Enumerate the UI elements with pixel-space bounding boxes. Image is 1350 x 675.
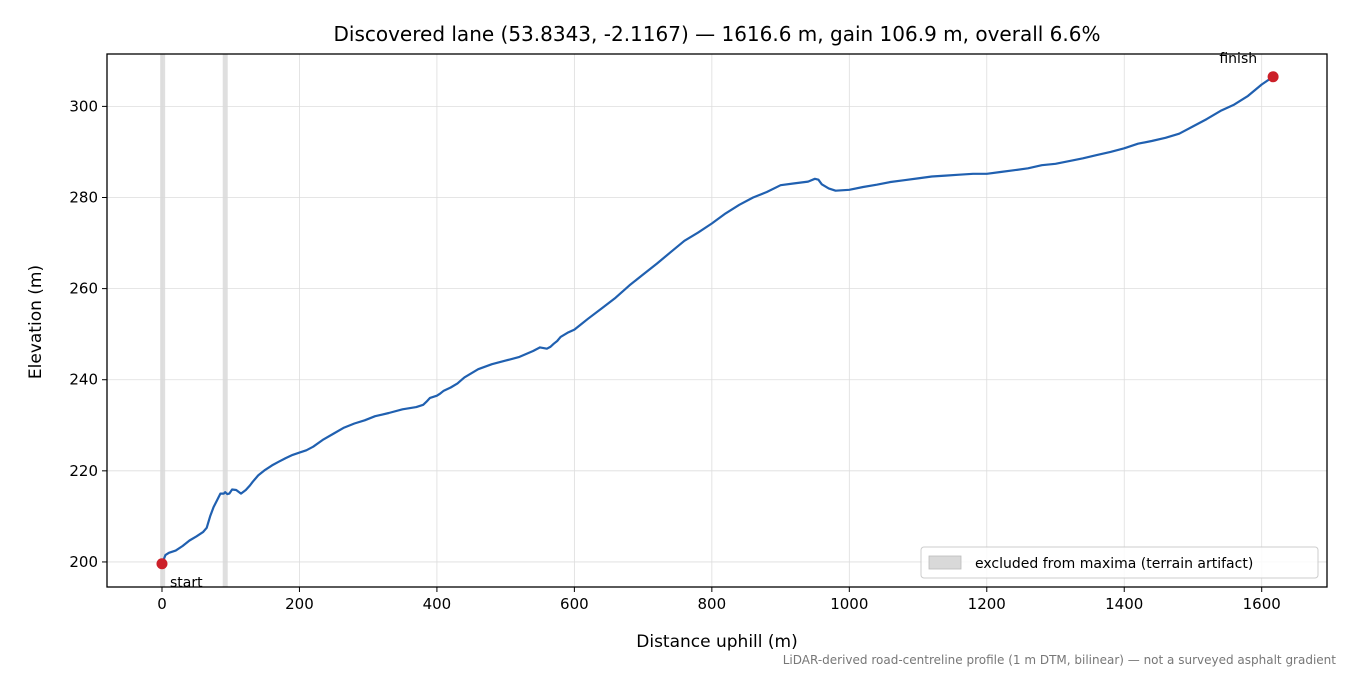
- grid: [107, 54, 1327, 587]
- x-tick-label: 1200: [968, 595, 1006, 613]
- x-tick-label: 0: [157, 595, 167, 613]
- y-tick-label: 260: [69, 280, 98, 298]
- finish-marker: [1267, 71, 1279, 83]
- y-axis-ticks: 200 220 240 260 280 300: [69, 97, 107, 571]
- legend-label: excluded from maxima (terrain artifact): [975, 556, 1253, 572]
- excluded-band: [160, 54, 166, 587]
- y-tick-label: 240: [69, 371, 98, 389]
- elevation-line: [160, 75, 1275, 565]
- start-marker: [156, 558, 168, 570]
- x-tick-label: 1600: [1243, 595, 1281, 613]
- markers: start finish: [156, 51, 1279, 591]
- start-annotation: start: [170, 575, 203, 591]
- y-tick-label: 220: [69, 462, 98, 480]
- x-axis-ticks: 0 200 400 600 800 1000 1200 1400 1600: [157, 587, 1281, 613]
- y-tick-label: 300: [69, 97, 98, 115]
- y-axis-label: Elevation (m): [26, 265, 46, 379]
- x-tick-label: 400: [423, 595, 452, 613]
- x-tick-label: 1000: [830, 595, 868, 613]
- x-axis-label: Distance uphill (m): [636, 632, 797, 652]
- x-tick-label: 1400: [1105, 595, 1143, 613]
- footnote: LiDAR-derived road-centreline profile (1…: [783, 653, 1337, 667]
- legend-swatch: [928, 555, 962, 570]
- y-tick-label: 280: [69, 189, 98, 207]
- plot-frame: [106, 53, 1328, 588]
- x-tick-label: 600: [560, 595, 589, 613]
- excluded-band: [222, 54, 228, 587]
- finish-annotation: finish: [1219, 51, 1257, 67]
- x-tick-label: 800: [698, 595, 727, 613]
- legend: excluded from maxima (terrain artifact): [920, 546, 1319, 579]
- x-tick-label: 200: [285, 595, 314, 613]
- y-tick-label: 200: [69, 553, 98, 571]
- excluded-bands: [160, 54, 228, 587]
- chart-title: Discovered lane (53.8343, -2.1167) — 161…: [333, 22, 1100, 46]
- legend-box: [920, 546, 1319, 579]
- series: [160, 75, 1275, 565]
